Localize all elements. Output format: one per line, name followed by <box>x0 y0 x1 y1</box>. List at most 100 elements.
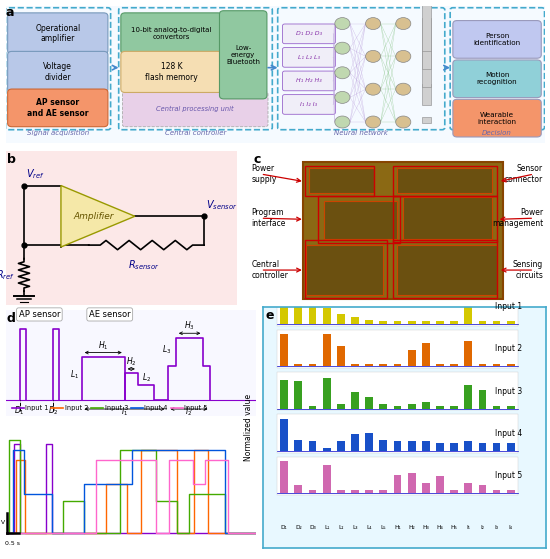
Bar <box>408 473 415 493</box>
Text: D₂: D₂ <box>295 525 302 530</box>
Bar <box>309 168 374 193</box>
FancyBboxPatch shape <box>219 11 267 99</box>
Bar <box>436 406 444 409</box>
Text: Input 1: Input 1 <box>495 302 522 311</box>
Text: a: a <box>6 7 14 20</box>
Bar <box>324 201 397 239</box>
Bar <box>365 363 373 366</box>
Bar <box>277 414 518 452</box>
Text: Neural network: Neural network <box>334 130 388 136</box>
Text: I₄: I₄ <box>509 525 513 530</box>
Bar <box>478 321 486 324</box>
Bar <box>323 465 331 493</box>
Bar <box>280 419 288 451</box>
FancyBboxPatch shape <box>121 51 222 92</box>
FancyBboxPatch shape <box>453 60 541 98</box>
FancyBboxPatch shape <box>453 100 541 137</box>
Bar <box>422 117 431 124</box>
Bar <box>422 84 431 105</box>
Bar <box>309 300 316 324</box>
Bar <box>464 484 472 493</box>
Bar <box>403 197 492 239</box>
Bar <box>351 363 359 366</box>
FancyBboxPatch shape <box>303 163 503 299</box>
Bar <box>422 441 430 451</box>
Text: $V_{ref}$: $V_{ref}$ <box>26 167 45 181</box>
Bar <box>379 363 387 366</box>
Bar <box>464 385 472 409</box>
Text: Sensing
circuits: Sensing circuits <box>513 260 543 280</box>
Text: b: b <box>7 153 16 166</box>
Text: $D_1$: $D_1$ <box>14 405 25 417</box>
Text: I₃: I₃ <box>494 525 499 530</box>
Bar <box>323 378 331 409</box>
Bar <box>351 392 359 409</box>
Text: $L_2$: $L_2$ <box>142 372 151 384</box>
Text: AE sensor: AE sensor <box>89 310 130 319</box>
Text: Sensor
connector: Sensor connector <box>505 164 543 184</box>
FancyBboxPatch shape <box>453 21 541 58</box>
Bar <box>309 363 316 366</box>
Bar <box>436 363 444 366</box>
Bar <box>277 330 518 368</box>
Bar <box>323 448 331 451</box>
Bar <box>337 490 345 493</box>
Text: $I_2$: $I_2$ <box>185 405 192 418</box>
Bar <box>422 321 430 324</box>
Text: H₃: H₃ <box>422 525 429 530</box>
Bar <box>309 406 316 409</box>
Bar <box>436 321 444 324</box>
Text: Amplifier: Amplifier <box>73 212 113 221</box>
Text: H₂: H₂ <box>408 525 415 530</box>
Bar <box>306 245 383 295</box>
Circle shape <box>396 50 411 63</box>
Text: D₃: D₃ <box>309 525 316 530</box>
Text: I₁: I₁ <box>466 525 470 530</box>
Text: $R_{sensor}$: $R_{sensor}$ <box>128 258 160 272</box>
Text: Person
identification: Person identification <box>474 33 521 46</box>
Bar <box>309 441 316 451</box>
Text: 0.5 s: 0.5 s <box>5 541 20 546</box>
Text: L₅: L₅ <box>381 525 386 530</box>
Bar <box>379 490 387 493</box>
Text: Central
controller: Central controller <box>252 260 289 280</box>
Bar <box>394 475 402 493</box>
Bar <box>450 363 458 366</box>
Text: c: c <box>253 153 261 166</box>
Bar <box>507 443 515 451</box>
Bar <box>493 490 500 493</box>
Bar <box>397 245 497 295</box>
Text: Normalized value: Normalized value <box>244 394 253 461</box>
Bar <box>507 406 515 409</box>
Bar <box>493 443 500 451</box>
Text: $V_{sensor}$: $V_{sensor}$ <box>206 198 238 212</box>
Text: Power
supply: Power supply <box>252 164 277 184</box>
Bar <box>422 0 431 51</box>
Bar <box>394 406 402 409</box>
FancyBboxPatch shape <box>8 51 108 92</box>
Text: Decision: Decision <box>482 130 512 136</box>
Bar <box>507 321 515 324</box>
Text: I₂: I₂ <box>480 525 485 530</box>
Text: H₁: H₁ <box>394 525 401 530</box>
Text: L₃: L₃ <box>352 525 358 530</box>
Text: Operational
amplifier: Operational amplifier <box>35 23 80 43</box>
Circle shape <box>366 17 381 30</box>
Circle shape <box>366 83 381 95</box>
Bar <box>422 18 431 69</box>
Bar <box>478 485 486 493</box>
Text: Wearable
interaction: Wearable interaction <box>477 112 516 125</box>
Bar <box>277 372 518 410</box>
Bar <box>337 314 345 324</box>
Bar <box>379 321 387 324</box>
FancyBboxPatch shape <box>283 48 336 67</box>
Bar <box>280 292 288 324</box>
Text: $L_3$: $L_3$ <box>162 344 171 356</box>
FancyBboxPatch shape <box>283 24 336 44</box>
Bar <box>397 168 492 193</box>
Text: e: e <box>266 309 274 321</box>
Bar <box>436 476 444 493</box>
Bar <box>408 441 415 451</box>
Text: L₄: L₄ <box>366 525 372 530</box>
Bar <box>464 441 472 451</box>
